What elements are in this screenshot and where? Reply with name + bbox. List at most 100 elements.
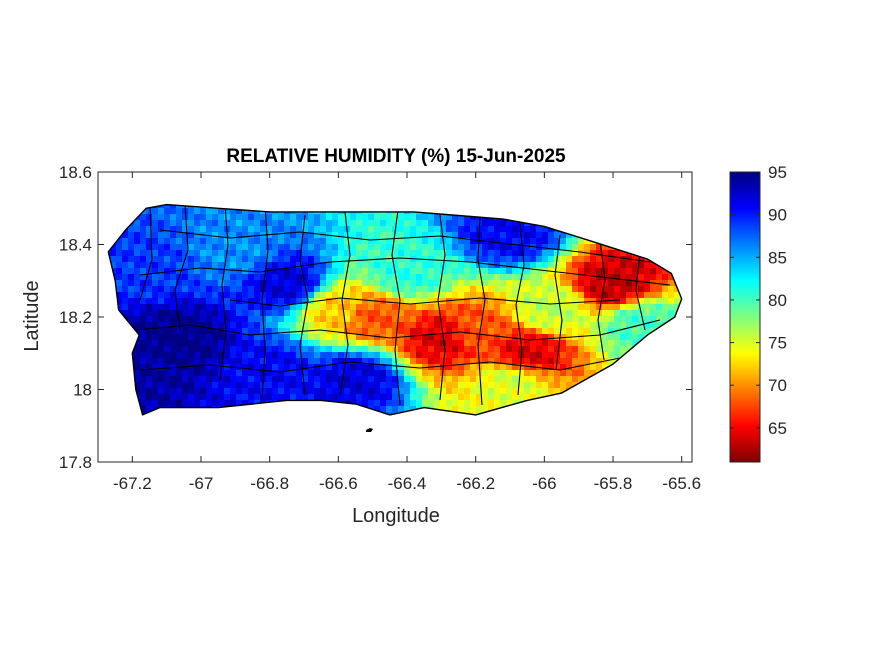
humidity-cell — [368, 262, 375, 269]
humidity-cell — [188, 382, 195, 389]
humidity-cell — [170, 370, 177, 377]
humidity-cell — [290, 310, 297, 317]
humidity-cell — [398, 340, 405, 347]
humidity-cell — [212, 238, 219, 245]
humidity-cell — [518, 316, 525, 323]
humidity-cell — [146, 364, 153, 371]
humidity-cell — [470, 400, 477, 407]
humidity-cell — [440, 268, 447, 275]
humidity-cell — [296, 340, 303, 347]
humidity-cell — [176, 346, 183, 353]
humidity-cell — [182, 346, 189, 353]
humidity-cell — [578, 238, 585, 245]
humidity-cell — [584, 334, 591, 341]
humidity-cell — [218, 274, 225, 281]
humidity-cell — [434, 382, 441, 389]
humidity-cell — [506, 262, 513, 269]
humidity-cell — [518, 388, 525, 395]
humidity-cell — [590, 286, 597, 293]
humidity-cell — [434, 232, 441, 239]
humidity-cell — [380, 310, 387, 317]
humidity-cell — [140, 214, 147, 221]
humidity-cell — [452, 322, 459, 329]
humidity-cell — [230, 226, 237, 233]
humidity-cell — [404, 226, 411, 233]
humidity-cell — [428, 274, 435, 281]
humidity-cell — [338, 340, 345, 347]
humidity-cell — [446, 268, 453, 275]
humidity-cell — [632, 328, 639, 335]
humidity-cell — [500, 364, 507, 371]
humidity-cell — [656, 304, 663, 311]
humidity-cell — [182, 370, 189, 377]
humidity-cell — [386, 304, 393, 311]
humidity-cell — [278, 358, 285, 365]
humidity-cell — [596, 334, 603, 341]
humidity-cell — [272, 376, 279, 383]
humidity-cell — [224, 268, 231, 275]
humidity-cell — [356, 286, 363, 293]
humidity-cell — [158, 376, 165, 383]
humidity-cell — [128, 256, 135, 263]
humidity-cell — [272, 244, 279, 251]
humidity-cell — [236, 250, 243, 257]
humidity-cell — [500, 394, 507, 401]
humidity-cell — [404, 292, 411, 299]
humidity-cell — [272, 358, 279, 365]
humidity-cell — [320, 322, 327, 329]
humidity-cell — [530, 346, 537, 353]
humidity-cell — [278, 280, 285, 287]
humidity-cell — [506, 352, 513, 359]
humidity-cell — [560, 286, 567, 293]
humidity-cell — [344, 358, 351, 365]
humidity-cell — [338, 352, 345, 359]
humidity-cell — [218, 316, 225, 323]
humidity-cell — [260, 394, 267, 401]
humidity-cell — [602, 352, 609, 359]
humidity-cell — [446, 286, 453, 293]
humidity-cell — [242, 262, 249, 269]
humidity-cell — [296, 256, 303, 263]
humidity-cell — [536, 382, 543, 389]
humidity-cell — [326, 316, 333, 323]
humidity-cell — [236, 220, 243, 227]
humidity-cell — [272, 382, 279, 389]
humidity-cell — [572, 262, 579, 269]
humidity-cell — [242, 394, 249, 401]
humidity-cell — [506, 250, 513, 257]
humidity-cell — [332, 310, 339, 317]
humidity-cell — [494, 394, 501, 401]
humidity-cell — [362, 322, 369, 329]
humidity-cell — [224, 400, 231, 407]
humidity-cell — [200, 358, 207, 365]
humidity-cell — [230, 274, 237, 281]
humidity-cell — [386, 274, 393, 281]
humidity-cell — [200, 322, 207, 329]
humidity-cell — [422, 232, 429, 239]
humidity-cell — [392, 262, 399, 269]
humidity-cell — [242, 214, 249, 221]
humidity-cell — [332, 358, 339, 365]
humidity-cell — [368, 334, 375, 341]
humidity-cell — [200, 400, 207, 407]
humidity-cell — [518, 394, 525, 401]
humidity-cell — [662, 310, 669, 317]
humidity-cell — [290, 232, 297, 239]
humidity-cell — [212, 220, 219, 227]
humidity-cell — [422, 262, 429, 269]
humidity-cell — [152, 316, 159, 323]
humidity-cell — [314, 310, 321, 317]
humidity-cell — [452, 382, 459, 389]
humidity-cell — [260, 262, 267, 269]
humidity-cell — [182, 388, 189, 395]
humidity-cell — [218, 238, 225, 245]
humidity-cell — [158, 310, 165, 317]
humidity-cell — [158, 232, 165, 239]
humidity-cell — [278, 262, 285, 269]
humidity-cell — [440, 244, 447, 251]
humidity-cell — [404, 286, 411, 293]
humidity-cell — [512, 310, 519, 317]
humidity-cell — [344, 382, 351, 389]
humidity-cell — [530, 304, 537, 311]
humidity-cell — [518, 328, 525, 335]
